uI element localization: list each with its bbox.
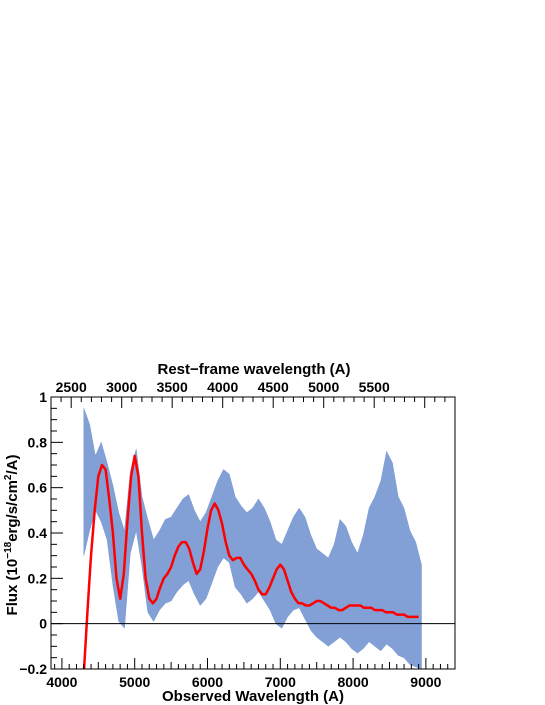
- y-tick-label: 0.4: [28, 525, 48, 541]
- x-axis-title: Observed Wavelength (A): [162, 688, 344, 705]
- y-tick-label: 1: [39, 389, 47, 405]
- x2-tick-label: 5500: [359, 379, 390, 395]
- plot-series-group: [82, 408, 422, 669]
- x2-tick-label: 4500: [258, 379, 289, 395]
- x2-axis-title: Rest−frame wavelength (A): [158, 361, 351, 378]
- x2-tick-label: 3000: [106, 379, 137, 395]
- y-axis-title-exp2: 2: [3, 474, 14, 480]
- y-axis-title-prefix: Flux (10: [4, 559, 21, 616]
- y-tick-label: 0.8: [28, 434, 48, 450]
- x2-tick-label: 5000: [308, 379, 339, 395]
- x2-tick-label: 2500: [56, 379, 87, 395]
- x2-tick-label: 3500: [157, 379, 188, 395]
- y-axis-title-suffix: /A): [4, 455, 21, 475]
- x-tick-label: 6000: [192, 674, 223, 690]
- x-tick-label: 5000: [119, 674, 150, 690]
- y-tick-label: 0.2: [28, 570, 48, 586]
- y-axis-title-exp1: −18: [3, 541, 14, 558]
- axes: 4000 5000 6000 7000 8000 9000 2500 3000 3500 4000…: [19, 379, 456, 690]
- plot-area: [51, 408, 455, 669]
- y-tick-label: 0.6: [28, 480, 48, 496]
- model-line: [82, 454, 419, 669]
- y-tick-label: 0: [39, 616, 47, 632]
- x-tick-label: 8000: [338, 674, 369, 690]
- y-axis-title-mid: erg/s/cm: [4, 480, 21, 542]
- spectrum-band: [83, 408, 422, 669]
- x-tick-label: 4000: [46, 674, 77, 690]
- x-tick-label: 7000: [265, 674, 296, 690]
- x2-tick-label: 4000: [207, 379, 238, 395]
- y-tick-label: −0.2: [19, 661, 47, 677]
- y-axis-title: Flux (10−18erg/s/cm2/A): [3, 455, 21, 616]
- x-tick-label: 9000: [410, 674, 441, 690]
